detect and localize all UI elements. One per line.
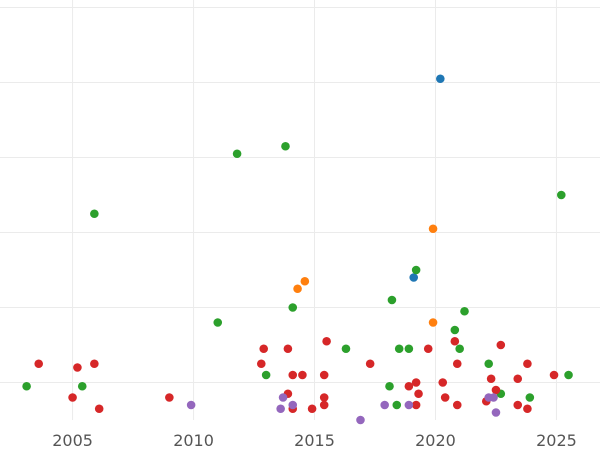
data-point xyxy=(319,400,329,410)
data-point xyxy=(404,344,414,354)
data-point xyxy=(525,393,535,402)
data-point xyxy=(513,374,523,384)
data-point xyxy=(319,393,329,402)
data-point xyxy=(450,325,460,335)
data-point xyxy=(404,400,414,410)
data-point xyxy=(411,378,421,387)
data-point xyxy=(486,374,496,384)
data-point xyxy=(288,370,298,380)
x-axis-ticks: 2005 2010 2015 2020 2025 xyxy=(52,431,577,450)
data-point xyxy=(77,381,87,391)
data-point xyxy=(411,400,421,410)
x-tick-label: 2005 xyxy=(52,431,93,450)
data-point xyxy=(452,400,462,410)
data-point xyxy=(404,381,414,391)
data-point xyxy=(409,273,419,282)
data-point xyxy=(356,415,365,425)
data-point xyxy=(455,344,464,354)
data-point xyxy=(556,190,566,200)
data-point xyxy=(513,400,523,410)
data-point xyxy=(276,404,285,414)
data-point xyxy=(549,370,559,380)
data-point xyxy=(256,359,266,369)
data-point xyxy=(300,276,310,286)
data-point xyxy=(523,359,532,369)
data-point xyxy=(293,284,302,294)
data-point xyxy=(484,359,494,369)
data-point xyxy=(278,393,288,402)
data-point xyxy=(489,393,498,402)
data-point xyxy=(307,404,317,414)
data-point xyxy=(283,344,293,354)
data-point xyxy=(491,385,501,395)
data-point xyxy=(319,370,329,380)
data-point xyxy=(414,389,423,399)
data-point xyxy=(394,344,404,354)
grid xyxy=(0,0,600,420)
data-point xyxy=(392,400,402,410)
data-point xyxy=(90,359,99,369)
data-point xyxy=(186,400,196,410)
data-point xyxy=(22,381,31,391)
data-point xyxy=(436,74,445,84)
x-tick-label: 2015 xyxy=(294,431,335,450)
data-point xyxy=(288,400,298,410)
data-point xyxy=(68,393,77,402)
data-point xyxy=(34,359,44,369)
data-point xyxy=(341,344,351,354)
data-point xyxy=(438,378,448,387)
data-point xyxy=(460,306,469,316)
data-point xyxy=(496,340,506,350)
data-point xyxy=(564,370,573,380)
data-point xyxy=(298,370,307,380)
data-point xyxy=(165,393,174,402)
data-point xyxy=(440,393,450,402)
data-point xyxy=(261,370,271,380)
data-point xyxy=(259,344,269,354)
data-point xyxy=(380,400,389,410)
data-point xyxy=(428,318,438,327)
x-tick-label: 2010 xyxy=(173,431,214,450)
data-point xyxy=(387,295,397,305)
data-point xyxy=(428,224,438,234)
data-point xyxy=(73,363,82,372)
data-point xyxy=(213,318,223,327)
data-point xyxy=(232,149,242,159)
data-point xyxy=(450,336,460,346)
data-point xyxy=(452,359,462,369)
x-tick-label: 2020 xyxy=(415,431,456,450)
data-point xyxy=(491,408,501,417)
data-point xyxy=(523,404,532,414)
data-point xyxy=(90,209,99,219)
data-points xyxy=(22,74,573,425)
x-tick-label: 2025 xyxy=(536,431,577,450)
data-point xyxy=(411,265,421,275)
data-point xyxy=(385,381,394,391)
data-point xyxy=(322,336,331,346)
data-point xyxy=(94,404,104,414)
data-point xyxy=(423,344,433,354)
data-point xyxy=(365,359,375,369)
data-point xyxy=(281,141,290,151)
data-point xyxy=(288,303,298,312)
